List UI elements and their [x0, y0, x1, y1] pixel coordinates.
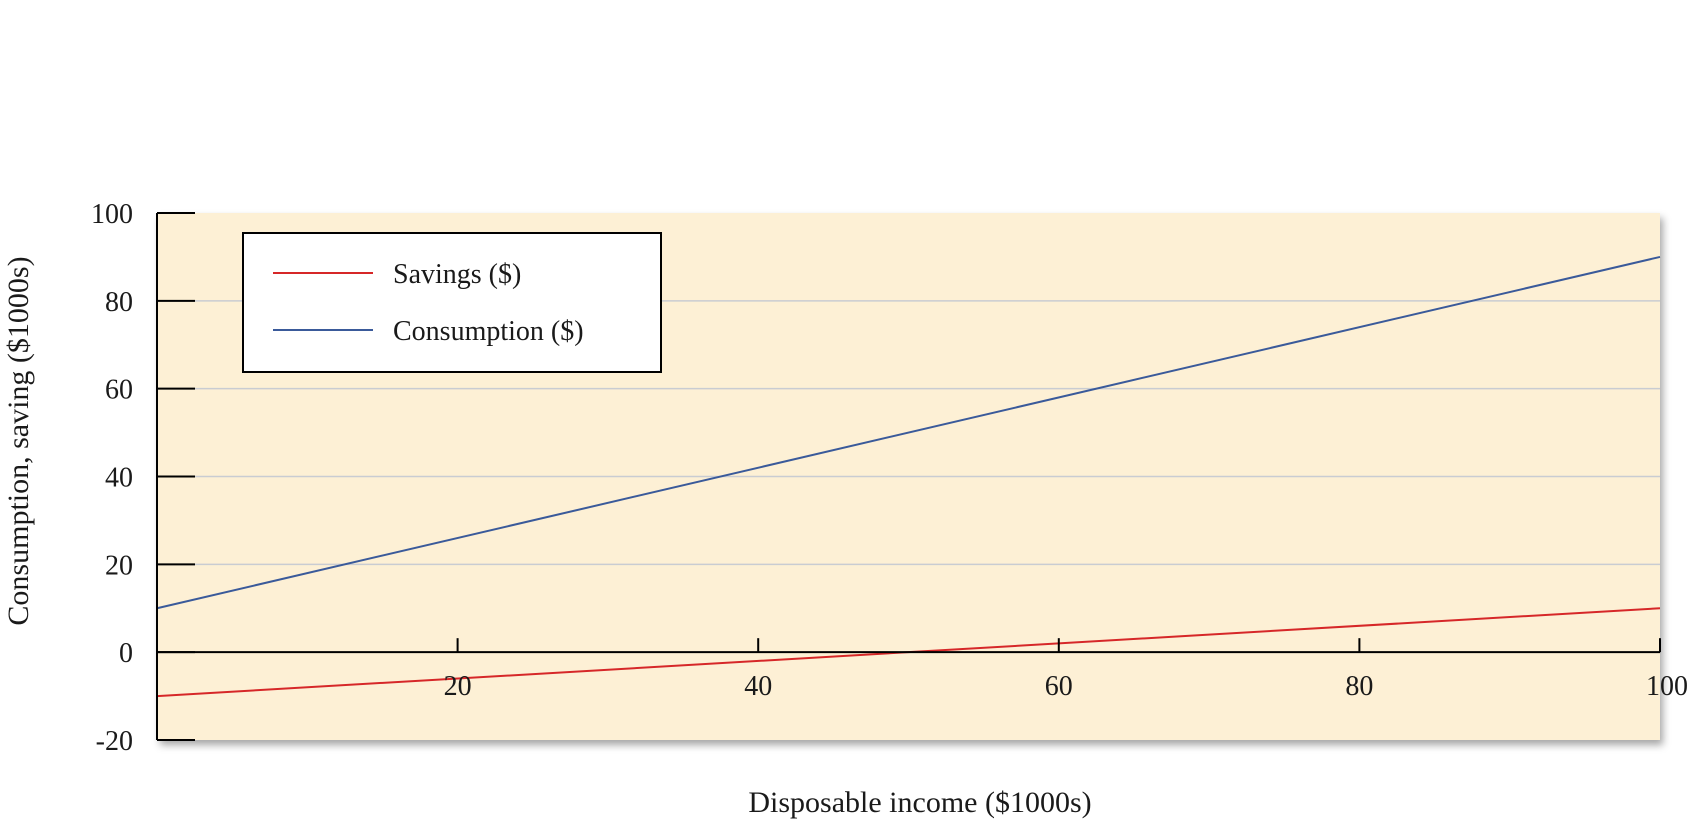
y-tick-label-20: 20 [105, 550, 133, 581]
tick-labels: -20 0 20 40 60 80 100 20 40 60 80 100 [91, 199, 1688, 757]
legend-label-0: Savings ($) [393, 259, 521, 290]
y-tick-label-100: 100 [91, 199, 133, 230]
x-tick-label-20: 20 [444, 671, 472, 702]
legend-label-1: Consumption ($) [393, 316, 584, 347]
series-line-1 [156, 255, 1661, 610]
axes [156, 212, 1661, 741]
x-tick-label-60: 60 [1045, 671, 1073, 702]
x-axis-label: Disposable income ($1000s) [748, 786, 1091, 819]
y-tick-label-80: 80 [105, 287, 133, 318]
legend: Savings ($) Consumption ($) [242, 232, 662, 373]
y-tick-label-0: 0 [119, 638, 133, 669]
x-tick-label-100: 100 [1646, 671, 1688, 702]
x-tick-label-80: 80 [1345, 671, 1373, 702]
y-tick-label-40: 40 [105, 463, 133, 494]
y-tick-label--20: -20 [96, 726, 133, 757]
legend-box [242, 232, 662, 373]
y-axis-label: Consumption, saving ($1000s) [2, 256, 35, 625]
y-tick-label-60: 60 [105, 375, 133, 406]
x-tick-label-40: 40 [744, 671, 772, 702]
